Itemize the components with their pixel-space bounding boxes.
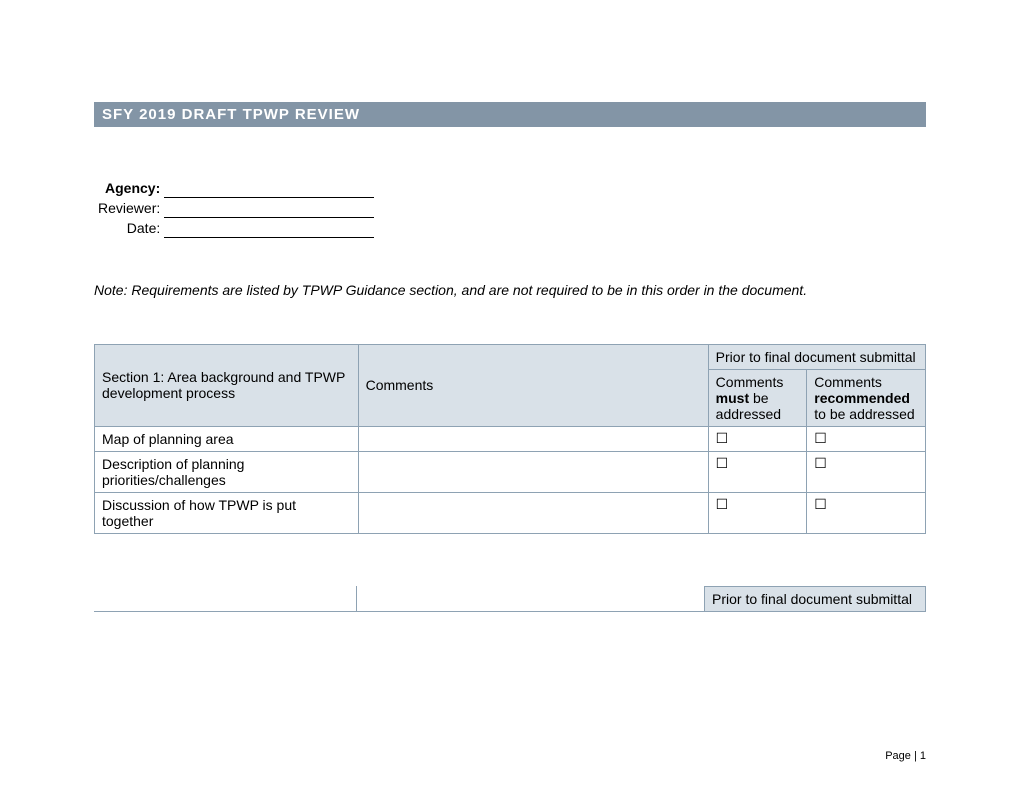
must-label-part1: Comments — [716, 374, 784, 390]
info-row-reviewer: Reviewer: — [94, 197, 374, 217]
rec-checkbox[interactable]: ☐ — [807, 451, 926, 492]
page-footer: Page | 1 — [885, 750, 926, 762]
doc-title-bar: SFY 2019 DRAFT TPWP REVIEW — [94, 102, 926, 127]
info-table: Agency: Reviewer: Date: — [94, 177, 374, 238]
must-header: Comments must be addressed — [708, 369, 807, 426]
section1-title: Section 1: Area background and TPWP deve… — [95, 344, 359, 426]
rec-label-part1: Comments — [814, 374, 882, 390]
comments-header: Comments — [358, 344, 708, 426]
table-row: Description of planning priorities/chall… — [95, 451, 926, 492]
section1-table: Section 1: Area background and TPWP deve… — [94, 344, 926, 534]
date-value[interactable] — [164, 217, 374, 237]
blank-cell — [95, 586, 357, 611]
must-checkbox[interactable]: ☐ — [708, 426, 807, 451]
must-checkbox[interactable]: ☐ — [708, 492, 807, 533]
row-label: Discussion of how TPWP is put together — [95, 492, 359, 533]
doc-title: SFY 2019 DRAFT TPWP REVIEW — [102, 106, 360, 123]
row-comment[interactable] — [358, 426, 708, 451]
note-text: Note: Requirements are listed by TPWP Gu… — [94, 282, 926, 298]
table-row: Discussion of how TPWP is put together ☐… — [95, 492, 926, 533]
prior-header-1: Prior to final document submittal — [708, 344, 925, 369]
prior-header-2: Prior to final document submittal — [705, 586, 926, 611]
rec-checkbox[interactable]: ☐ — [807, 426, 926, 451]
blank-cell — [357, 586, 705, 611]
row-label: Map of planning area — [95, 426, 359, 451]
reviewer-value[interactable] — [164, 197, 374, 217]
rec-label-part2: to be addressed — [814, 406, 914, 422]
table-row: Map of planning area ☐ ☐ — [95, 426, 926, 451]
table-header-row-1: Prior to final document submittal — [95, 586, 926, 611]
rec-header: Comments recommended to be addressed — [807, 369, 926, 426]
must-checkbox[interactable]: ☐ — [708, 451, 807, 492]
agency-label: Agency: — [94, 177, 164, 197]
row-comment[interactable] — [358, 451, 708, 492]
agency-value[interactable] — [164, 177, 374, 197]
must-label-bold: must — [716, 390, 749, 406]
row-label: Description of planning priorities/chall… — [95, 451, 359, 492]
info-row-agency: Agency: — [94, 177, 374, 197]
info-row-date: Date: — [94, 217, 374, 237]
table-header-row-1: Section 1: Area background and TPWP deve… — [95, 344, 926, 369]
document-page: SFY 2019 DRAFT TPWP REVIEW Agency: Revie… — [0, 0, 1020, 612]
date-label: Date: — [94, 217, 164, 237]
rec-checkbox[interactable]: ☐ — [807, 492, 926, 533]
rec-label-bold: recommended — [814, 390, 910, 406]
section2-table: Prior to final document submittal — [94, 586, 926, 612]
row-comment[interactable] — [358, 492, 708, 533]
reviewer-label: Reviewer: — [94, 197, 164, 217]
